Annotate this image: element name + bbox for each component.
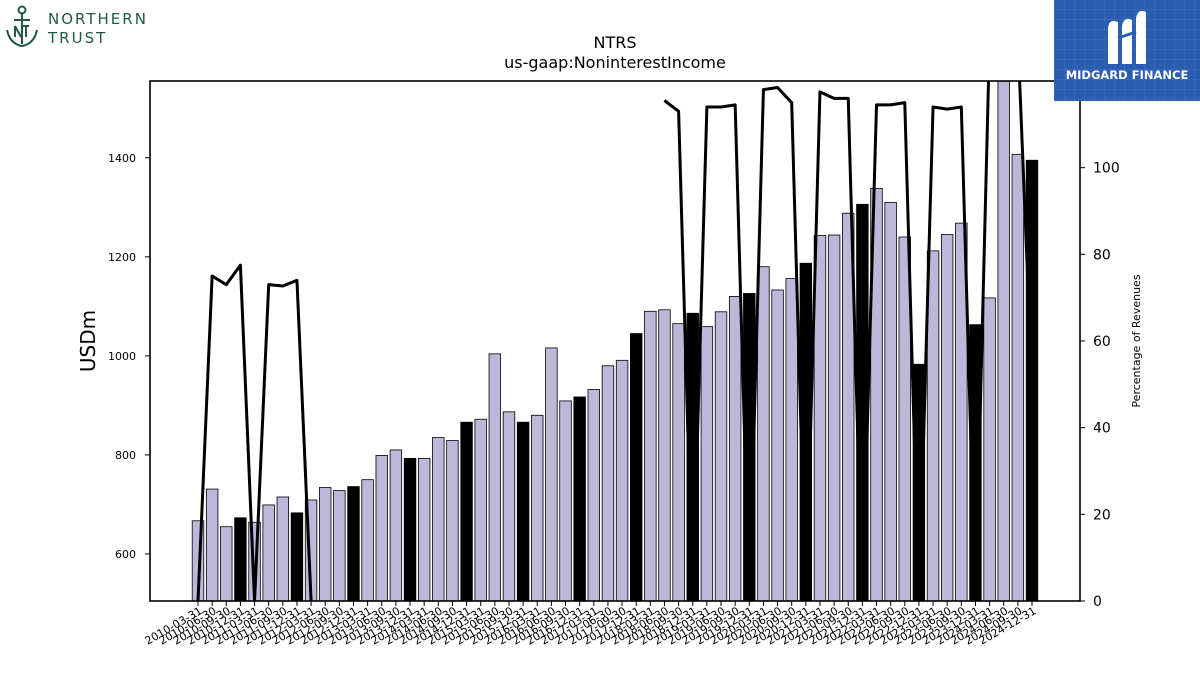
bar-2010-12-31 bbox=[234, 517, 247, 601]
bar-2016-12-31 bbox=[573, 396, 586, 601]
bar-2018-06-30 bbox=[658, 309, 671, 601]
bar-2017-09-30 bbox=[615, 359, 629, 601]
midgard-finance-logo: MIDGARD FINANCE bbox=[1054, 0, 1200, 101]
anchor-icon bbox=[6, 5, 38, 48]
bar-2020-03-31 bbox=[757, 266, 770, 601]
y-tick-label: 1000 bbox=[108, 350, 136, 363]
bar-2021-06-30 bbox=[827, 234, 841, 601]
bar-2023-06-30 bbox=[940, 234, 954, 601]
bar-2023-09-30 bbox=[955, 222, 968, 601]
bar-2012-03-31 bbox=[304, 499, 318, 601]
bar-2015-09-30 bbox=[502, 411, 516, 601]
bar-2022-12-31 bbox=[912, 363, 926, 601]
bar-2016-09-30 bbox=[559, 400, 572, 601]
bar-2018-09-30 bbox=[672, 323, 685, 601]
bar-2012-06-30 bbox=[319, 487, 332, 601]
bar-2013-06-30 bbox=[375, 454, 388, 601]
bar-2012-12-31 bbox=[347, 486, 360, 601]
bar-2014-03-31 bbox=[417, 457, 431, 601]
bar-2017-12-31 bbox=[630, 333, 643, 601]
northern-trust-line1: NORTHERN bbox=[48, 10, 148, 28]
bar-2020-06-30 bbox=[771, 289, 784, 601]
bar-2011-09-30 bbox=[276, 496, 290, 601]
bar-2024-03-31 bbox=[983, 297, 996, 601]
y-tick-label: 1200 bbox=[108, 251, 136, 264]
y2-tick-label: 0 bbox=[1093, 594, 1102, 610]
bar-2023-12-31 bbox=[969, 324, 982, 601]
bar-2017-03-31 bbox=[587, 389, 600, 601]
bar-2014-06-30 bbox=[432, 437, 445, 601]
chart-title: NTRS bbox=[593, 33, 636, 52]
bar-2013-03-31 bbox=[361, 479, 374, 601]
bar-2013-12-31 bbox=[403, 457, 417, 601]
bar-2014-12-31 bbox=[460, 421, 473, 601]
y2-tick-label: 20 bbox=[1093, 507, 1111, 523]
bar-2018-03-31 bbox=[644, 310, 657, 601]
bar-2023-03-31 bbox=[926, 250, 940, 601]
bar-2015-03-31 bbox=[474, 418, 487, 601]
bar-2019-06-30 bbox=[714, 311, 728, 601]
bar-2017-06-30 bbox=[601, 365, 615, 601]
percentage-line-series bbox=[196, 81, 1034, 601]
bar-2010-06-30 bbox=[205, 488, 219, 601]
northern-trust-line2: TRUST bbox=[48, 29, 108, 47]
plot-frame bbox=[149, 80, 1081, 602]
y2-tick-label: 100 bbox=[1093, 161, 1120, 177]
y2-tick-label: 60 bbox=[1093, 334, 1111, 350]
bar-2010-09-30 bbox=[220, 526, 233, 601]
y-tick-label: 800 bbox=[115, 449, 136, 462]
bar-2019-09-30 bbox=[728, 296, 742, 601]
percentage-line-segment bbox=[196, 263, 313, 601]
bar-2024-06-30 bbox=[997, 81, 1010, 601]
midgard-finance-label: MIDGARD FINANCE bbox=[1065, 68, 1189, 82]
bar-2011-12-31 bbox=[290, 512, 304, 601]
midgard-m-icon bbox=[1108, 10, 1146, 64]
bar-2020-09-30 bbox=[785, 278, 798, 601]
y-tick-label: 600 bbox=[115, 548, 136, 561]
y2-tick-label: 40 bbox=[1093, 421, 1111, 437]
y2-tick-label: 80 bbox=[1093, 247, 1111, 263]
bar-2013-09-30 bbox=[389, 449, 403, 601]
y2-axis-label: Percentage of Revenues bbox=[1130, 274, 1143, 407]
bar-2015-06-30 bbox=[488, 353, 502, 601]
bar-2019-03-31 bbox=[700, 326, 714, 601]
bar-2022-03-31 bbox=[870, 188, 883, 601]
bar-2010-03-31 bbox=[191, 520, 205, 601]
bar-2018-12-31 bbox=[686, 312, 699, 601]
bar-2022-09-30 bbox=[898, 236, 911, 601]
bar-2016-06-30 bbox=[545, 347, 558, 601]
bar-2011-06-30 bbox=[262, 504, 275, 601]
bar-2014-09-30 bbox=[446, 440, 459, 601]
chart-subtitle: us-gaap:NoninterestIncome bbox=[504, 53, 726, 72]
bar-2024-09-30 bbox=[1011, 153, 1025, 601]
bar-2016-03-31 bbox=[531, 414, 544, 601]
y-tick-label: 1400 bbox=[108, 152, 136, 165]
bar-series bbox=[191, 81, 1039, 601]
bar-2011-03-31 bbox=[248, 521, 261, 601]
bar-2021-12-31 bbox=[856, 203, 869, 601]
bar-2015-12-31 bbox=[516, 421, 530, 601]
axis-ticks: 6008001000120014000204060801002010-03-31… bbox=[108, 152, 1120, 648]
bar-2012-09-30 bbox=[333, 490, 346, 601]
northern-trust-logo: NORTHERN TRUST bbox=[4, 4, 164, 52]
percentage-line-segment bbox=[663, 81, 1034, 601]
bar-2022-06-30 bbox=[884, 201, 897, 601]
y-axis-label: USDm bbox=[76, 310, 100, 372]
